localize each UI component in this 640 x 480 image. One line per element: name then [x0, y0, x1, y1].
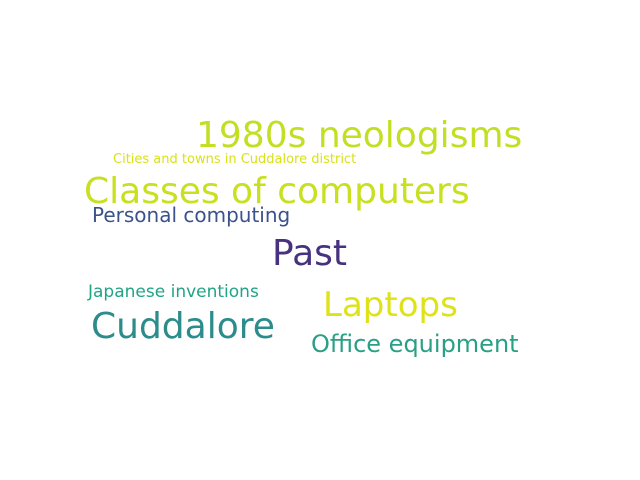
- word-cities-and-towns-in-cuddalore-district: Cities and towns in Cuddalore district: [113, 152, 357, 167]
- word-personal-computing: Personal computing: [92, 203, 291, 227]
- word-cuddalore: Cuddalore: [91, 306, 275, 347]
- word-classes-of-computers: Classes of computers: [84, 171, 470, 212]
- word-1980s-neologisms: 1980s neologisms: [196, 115, 523, 156]
- word-past: Past: [272, 233, 348, 274]
- word-office-equipment: Office equipment: [311, 330, 519, 358]
- word-japanese-inventions: Japanese inventions: [88, 282, 259, 302]
- word-laptops: Laptops: [323, 285, 458, 325]
